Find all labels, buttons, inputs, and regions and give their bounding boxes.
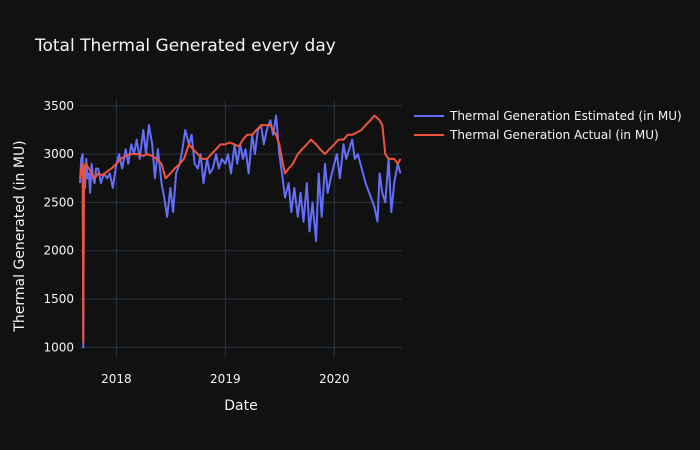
y-axis-title: Thermal Generated (in MU) (12, 140, 28, 332)
series-line-estimated (79, 114, 402, 349)
y-tick-label: 3500 (43, 99, 74, 113)
legend-label: Thermal Generation Estimated (in MU) (449, 109, 682, 123)
legend: Thermal Generation Estimated (in MU) Ther… (414, 109, 682, 142)
y-tick-label: 1500 (43, 292, 74, 306)
x-tick-label: 2018 (101, 372, 132, 386)
y-tick-label: 3000 (43, 147, 74, 161)
y-gridlines (80, 105, 402, 348)
legend-label: Thermal Generation Actual (in MU) (449, 128, 659, 142)
series-line-actual (79, 114, 402, 344)
x-tick-label: 2019 (210, 372, 241, 386)
y-tick-label: 2000 (43, 244, 74, 258)
y-tick-label: 1000 (43, 340, 74, 354)
x-tick-labels: 2018 2019 2020 (101, 372, 349, 386)
y-tick-label: 2500 (43, 195, 74, 209)
y-tick-labels: 1000 1500 2000 2500 3000 3500 (43, 99, 74, 355)
x-tick-label: 2020 (319, 372, 350, 386)
x-gridlines (115, 100, 335, 357)
chart-title: Total Thermal Generated every day (34, 36, 336, 56)
x-axis-title: Date (224, 398, 257, 414)
series-layer (79, 114, 402, 349)
